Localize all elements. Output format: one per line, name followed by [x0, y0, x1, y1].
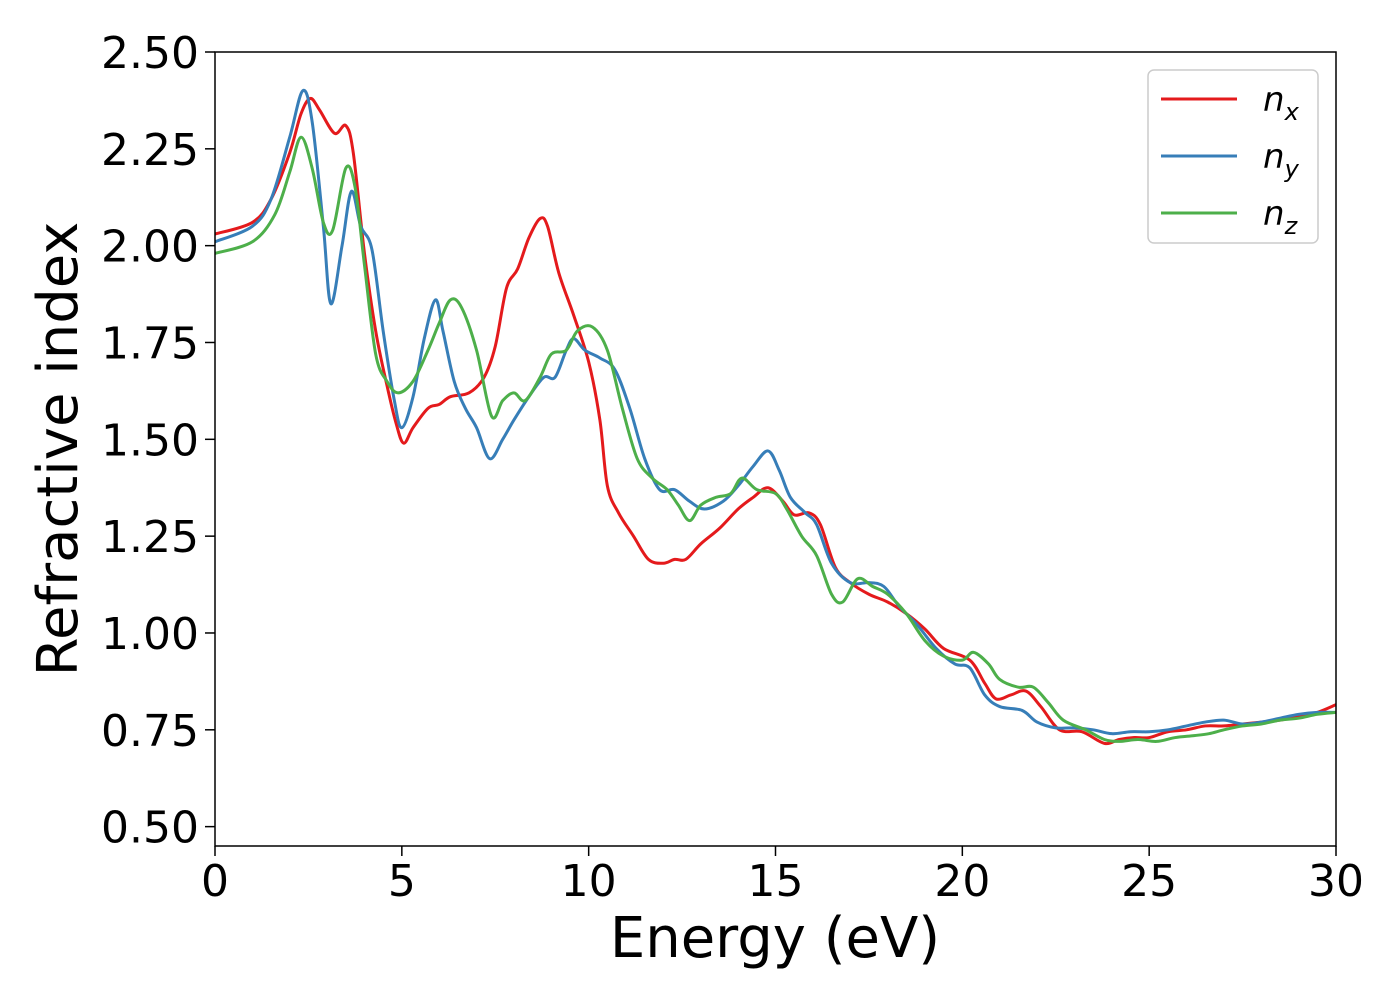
- legend-label-nx: nx: [1263, 80, 1300, 126]
- x-tick-label: 0: [201, 856, 229, 907]
- series-line-ny: [215, 88, 1336, 736]
- legend-label-nz: nz: [1263, 194, 1299, 240]
- x-tick-label: 5: [388, 856, 416, 907]
- y-axis: 0.50 0.75 1.00 1.25 1.50 1.75 2.00 2.25 2.50: [101, 28, 215, 854]
- legend-label-ny: ny: [1263, 137, 1300, 183]
- y-tick-label: 1.75: [101, 318, 199, 369]
- y-tick-label: 1.50: [101, 415, 199, 466]
- legend: nx ny nz: [1147, 69, 1319, 244]
- y-tick-label: 0.75: [101, 706, 199, 757]
- series-line-nx: [215, 96, 1336, 746]
- x-tick-label: 30: [1308, 856, 1364, 907]
- series-line-nz: [215, 135, 1336, 743]
- series-lines: [215, 88, 1336, 746]
- x-axis: 0 5 10 15 20 25 30: [201, 846, 1364, 907]
- y-tick-label: 2.50: [101, 28, 199, 79]
- y-tick-label: 0.50: [101, 803, 199, 854]
- x-axis-title: Energy (eV): [610, 906, 940, 971]
- x-tick-label: 20: [934, 856, 990, 907]
- y-tick-label: 2.00: [101, 222, 199, 273]
- x-tick-label: 15: [748, 856, 804, 907]
- y-axis-title: Refractive index: [26, 222, 91, 677]
- y-tick-label: 1.00: [101, 609, 199, 660]
- y-tick-label: 2.25: [101, 125, 199, 176]
- y-tick-label: 1.25: [101, 512, 199, 563]
- x-tick-label: 10: [561, 856, 617, 907]
- x-tick-label: 25: [1121, 856, 1177, 907]
